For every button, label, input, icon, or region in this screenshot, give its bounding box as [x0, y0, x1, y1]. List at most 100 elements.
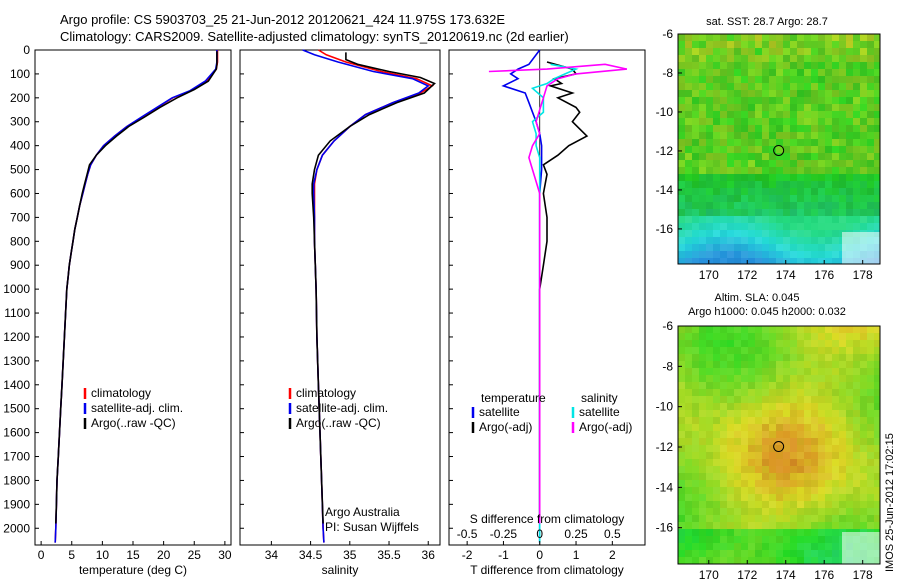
- map-cell: [818, 417, 826, 425]
- map-cell: [692, 438, 700, 446]
- map-cell: [748, 230, 756, 238]
- map-cell: [727, 473, 735, 481]
- map-cell: [818, 160, 826, 168]
- map-cell: [839, 375, 847, 383]
- map-cell: [846, 69, 854, 77]
- map-cell: [783, 452, 791, 460]
- map-cell: [867, 508, 875, 516]
- map-cell: [713, 244, 721, 252]
- map-cell: [776, 445, 784, 453]
- map-cell: [748, 167, 756, 175]
- map-cell: [846, 480, 854, 488]
- map-cell: [825, 431, 833, 439]
- map-cell: [762, 340, 770, 348]
- map-cell: [867, 368, 875, 376]
- map-cell: [832, 396, 840, 404]
- map-cell: [832, 438, 840, 446]
- map-cell: [755, 382, 763, 390]
- map-cell: [720, 529, 728, 537]
- map-cell: [790, 410, 798, 418]
- map-cell: [713, 368, 721, 376]
- x-tick-label: 178: [853, 568, 873, 580]
- map-cell: [769, 160, 777, 168]
- map-cell: [783, 69, 791, 77]
- map-cell: [734, 494, 742, 502]
- map-cell: [755, 333, 763, 341]
- map-cell: [804, 216, 812, 224]
- map-cell: [720, 104, 728, 112]
- map-cell: [720, 209, 728, 217]
- y-tick-label: -12: [656, 440, 674, 454]
- map-cell: [860, 90, 868, 98]
- map-cell: [692, 480, 700, 488]
- map-cell: [818, 125, 826, 133]
- map-cell: [762, 368, 770, 376]
- map-cell: [825, 543, 833, 551]
- map-cell: [748, 139, 756, 147]
- plot-frame: [448, 49, 646, 546]
- map-cell: [804, 508, 812, 516]
- map-cell: [678, 195, 686, 203]
- map-cell: [790, 195, 798, 203]
- map-cell: [755, 48, 763, 56]
- map-cell: [755, 354, 763, 362]
- map-cell: [699, 424, 707, 432]
- map-cell: [720, 258, 728, 265]
- map-cell: [762, 62, 770, 70]
- x-tick-label: 35.5: [377, 548, 401, 562]
- map-cell: [769, 431, 777, 439]
- map-cell: [839, 333, 847, 341]
- map-cell: [706, 237, 714, 245]
- map-cell: [713, 480, 721, 488]
- map-cell: [755, 160, 763, 168]
- map-cell: [720, 340, 728, 348]
- map-cell: [699, 251, 707, 259]
- map-cell: [678, 543, 686, 551]
- map-cell: [713, 487, 721, 495]
- map-cell: [706, 69, 714, 77]
- map-cell: [874, 153, 881, 161]
- map-cell: [755, 237, 763, 245]
- map-cell: [867, 223, 875, 231]
- map-cell: [769, 501, 777, 509]
- map-cell: [748, 438, 756, 446]
- map-cell: [755, 445, 763, 453]
- map-cell: [825, 536, 833, 544]
- map-cell: [818, 230, 826, 238]
- map-cell: [748, 146, 756, 154]
- map-cell: [811, 473, 819, 481]
- map-cell: [874, 139, 881, 147]
- map-cell: [776, 480, 784, 488]
- annotation-line: PI: Susan Wijffels: [325, 520, 419, 534]
- map-cell: [762, 125, 770, 133]
- map-cell: [706, 543, 714, 551]
- map-cell: [692, 41, 700, 49]
- map-cell: [860, 125, 868, 133]
- map-cell: [804, 389, 812, 397]
- map-cell: [727, 368, 735, 376]
- map-cell: [811, 333, 819, 341]
- map-cell: [797, 487, 805, 495]
- map-cell: [853, 424, 861, 432]
- x-tick-label: 10: [96, 548, 110, 562]
- map-cell: [825, 223, 833, 231]
- map-cell: [755, 459, 763, 467]
- map-cell: [706, 153, 714, 161]
- map-cell: [874, 410, 881, 418]
- map-cell: [734, 90, 742, 98]
- map-cell: [734, 188, 742, 196]
- map-cell: [783, 403, 791, 411]
- map-cell: [867, 452, 875, 460]
- map-cell: [685, 216, 693, 224]
- map-cell: [741, 480, 749, 488]
- map-cell: [685, 452, 693, 460]
- map-cell: [832, 209, 840, 217]
- map-cell: [699, 487, 707, 495]
- map-cell: [748, 209, 756, 217]
- map-cell: [685, 230, 693, 238]
- map-cell: [804, 167, 812, 175]
- map-cell: [797, 62, 805, 70]
- map-cell: [762, 202, 770, 210]
- x-tick-label: 30: [218, 548, 232, 562]
- map-cell: [769, 347, 777, 355]
